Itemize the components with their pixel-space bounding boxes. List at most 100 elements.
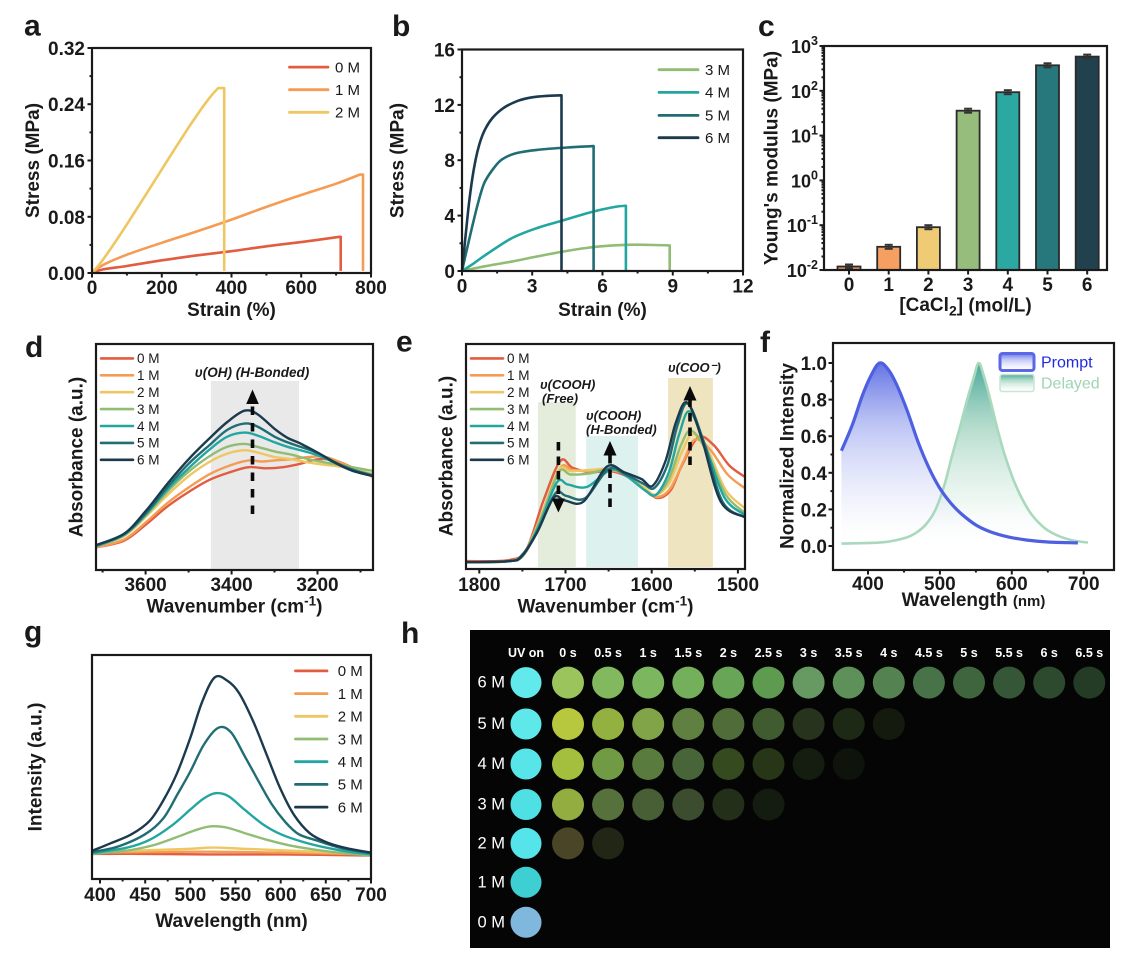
svg-text:5: 5 xyxy=(1042,275,1053,296)
svg-text:d: d xyxy=(25,331,43,364)
svg-text:2 M: 2 M xyxy=(507,385,530,400)
svg-text:0 M: 0 M xyxy=(507,351,530,366)
svg-text:4 M: 4 M xyxy=(137,419,160,434)
svg-text:450: 450 xyxy=(129,885,161,906)
svg-text:5.5 s: 5.5 s xyxy=(995,646,1023,660)
svg-text:0.8: 0.8 xyxy=(801,391,827,412)
svg-text:0.24: 0.24 xyxy=(48,95,85,116)
svg-text:1500: 1500 xyxy=(717,575,759,596)
svg-text:1700: 1700 xyxy=(544,575,586,596)
svg-text:2 M: 2 M xyxy=(335,105,360,122)
svg-text:υ(OH) (H-Bonded): υ(OH) (H-Bonded) xyxy=(195,365,310,380)
svg-text:0: 0 xyxy=(87,278,98,299)
svg-text:0: 0 xyxy=(457,277,468,298)
svg-text:700: 700 xyxy=(1068,574,1100,595)
svg-text:Strain (%): Strain (%) xyxy=(187,300,276,321)
svg-text:(H-Bonded): (H-Bonded) xyxy=(586,422,657,437)
svg-text:6 M: 6 M xyxy=(477,674,505,692)
svg-text:12: 12 xyxy=(732,277,753,298)
svg-text:0.32: 0.32 xyxy=(48,39,85,60)
svg-text:3.5 s: 3.5 s xyxy=(835,646,863,660)
svg-text:0.16: 0.16 xyxy=(48,152,85,173)
svg-text:Young's modulus (MPa): Young's modulus (MPa) xyxy=(762,51,783,265)
svg-text:2 s: 2 s xyxy=(720,646,737,660)
svg-text:4 M: 4 M xyxy=(477,755,505,773)
svg-text:2 M: 2 M xyxy=(137,385,160,400)
svg-text:Wavelength (nm): Wavelength (nm) xyxy=(902,590,1046,611)
svg-text:6: 6 xyxy=(597,277,608,298)
svg-text:500: 500 xyxy=(924,574,956,595)
svg-text:1 M: 1 M xyxy=(338,686,363,703)
svg-text:Strain (%): Strain (%) xyxy=(558,300,647,321)
svg-text:0.4: 0.4 xyxy=(801,464,828,485)
svg-text:1 M: 1 M xyxy=(335,82,360,99)
svg-text:5 M: 5 M xyxy=(705,108,730,125)
svg-text:3 M: 3 M xyxy=(137,402,160,417)
svg-text:Delayed: Delayed xyxy=(1041,376,1100,393)
svg-text:12: 12 xyxy=(434,96,455,117)
svg-text:(Free): (Free) xyxy=(542,391,578,406)
svg-text:3 M: 3 M xyxy=(338,731,363,748)
svg-text:0: 0 xyxy=(844,275,855,296)
svg-text:2 M: 2 M xyxy=(338,709,363,726)
svg-text:a: a xyxy=(24,10,41,43)
svg-text:800: 800 xyxy=(355,278,387,299)
svg-text:Stress (MPa): Stress (MPa) xyxy=(388,103,409,218)
svg-text:5 s: 5 s xyxy=(960,646,977,660)
svg-text:Normalized Intensity: Normalized Intensity xyxy=(778,363,799,549)
svg-text:c: c xyxy=(758,10,775,43)
svg-text:600: 600 xyxy=(265,885,297,906)
svg-text:0.5 s: 0.5 s xyxy=(594,646,622,660)
svg-text:g: g xyxy=(24,616,42,649)
svg-text:200: 200 xyxy=(146,278,178,299)
svg-text:0: 0 xyxy=(444,262,455,283)
svg-text:3400: 3400 xyxy=(210,575,252,596)
svg-text:5 M: 5 M xyxy=(507,436,530,451)
svg-text:3 s: 3 s xyxy=(800,646,817,660)
svg-text:0.08: 0.08 xyxy=(48,208,85,229)
svg-text:f: f xyxy=(760,326,771,359)
svg-text:0 M: 0 M xyxy=(477,913,505,931)
svg-text:1 M: 1 M xyxy=(477,873,505,891)
svg-text:b: b xyxy=(392,10,410,43)
svg-text:400: 400 xyxy=(84,885,116,906)
svg-text:6 M: 6 M xyxy=(507,453,530,468)
svg-text:0.2: 0.2 xyxy=(801,500,827,521)
svg-text:Absorbance (a.u.): Absorbance (a.u.) xyxy=(67,377,88,537)
svg-text:500: 500 xyxy=(174,885,206,906)
svg-text:3 M: 3 M xyxy=(705,62,730,79)
svg-text:1 s: 1 s xyxy=(640,646,657,660)
svg-text:Stress (MPa): Stress (MPa) xyxy=(23,103,44,218)
svg-text:0 M: 0 M xyxy=(137,351,160,366)
svg-text:Absorbance (a.u.): Absorbance (a.u.) xyxy=(437,376,458,536)
svg-text:3 M: 3 M xyxy=(477,796,505,814)
svg-text:Wavelength (nm): Wavelength (nm) xyxy=(155,911,307,932)
svg-text:4.5 s: 4.5 s xyxy=(915,646,943,660)
svg-text:2: 2 xyxy=(923,275,934,296)
svg-text:4 M: 4 M xyxy=(338,754,363,771)
svg-text:Wavenumber (cm-1): Wavenumber (cm-1) xyxy=(517,594,693,618)
svg-text:4 s: 4 s xyxy=(880,646,897,660)
svg-text:e: e xyxy=(396,326,413,359)
svg-text:0.00: 0.00 xyxy=(48,264,85,285)
svg-text:9: 9 xyxy=(668,277,679,298)
svg-text:0.6: 0.6 xyxy=(801,427,827,448)
svg-text:2.5 s: 2.5 s xyxy=(755,646,783,660)
svg-text:1800: 1800 xyxy=(458,575,500,596)
svg-text:650: 650 xyxy=(310,885,342,906)
svg-text:400: 400 xyxy=(216,278,248,299)
svg-text:3600: 3600 xyxy=(124,575,166,596)
svg-text:600: 600 xyxy=(285,278,317,299)
svg-text:[CaCl2] (mol/L): [CaCl2] (mol/L) xyxy=(899,295,1031,319)
svg-text:700: 700 xyxy=(355,885,387,906)
svg-text:Prompt: Prompt xyxy=(1041,355,1093,372)
svg-text:550: 550 xyxy=(220,885,252,906)
svg-text:1.0: 1.0 xyxy=(801,354,827,375)
svg-text:6 M: 6 M xyxy=(137,453,160,468)
svg-text:UV on: UV on xyxy=(508,646,544,660)
svg-text:5 M: 5 M xyxy=(338,777,363,794)
svg-text:6.5 s: 6.5 s xyxy=(1075,646,1103,660)
svg-text:16: 16 xyxy=(434,41,455,62)
svg-text:3 M: 3 M xyxy=(507,402,530,417)
svg-text:0 M: 0 M xyxy=(338,663,363,680)
